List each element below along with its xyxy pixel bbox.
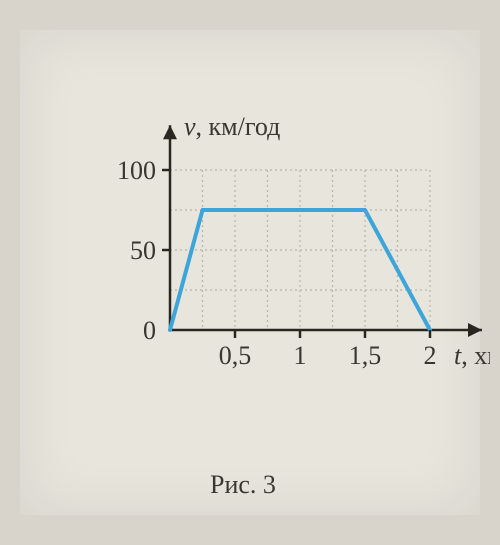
svg-text:t, хв: t, хв: [454, 341, 490, 370]
svg-text:1,5: 1,5: [349, 341, 382, 370]
axes: [163, 125, 482, 337]
svg-text:0,5: 0,5: [219, 341, 252, 370]
svg-text:50: 50: [130, 236, 156, 265]
chart-svg: 0 50 100 0,5 1 1,5 2 v, км/год t, хв: [70, 90, 490, 430]
svg-text:v, км/год: v, км/год: [184, 112, 280, 141]
velocity-time-chart: 0 50 100 0,5 1 1,5 2 v, км/год t, хв: [70, 90, 490, 430]
paper-background: 0501000,511,52v, км/годt, хв Рис. 3: [20, 30, 480, 515]
grid: [170, 170, 430, 330]
svg-text:2: 2: [424, 341, 437, 370]
axis-labels: 0 50 100 0,5 1 1,5 2 v, км/год t, хв: [117, 112, 490, 370]
figure-caption: Рис. 3: [210, 470, 276, 500]
svg-text:0: 0: [143, 316, 156, 345]
svg-text:100: 100: [117, 156, 156, 185]
svg-text:1: 1: [294, 341, 307, 370]
